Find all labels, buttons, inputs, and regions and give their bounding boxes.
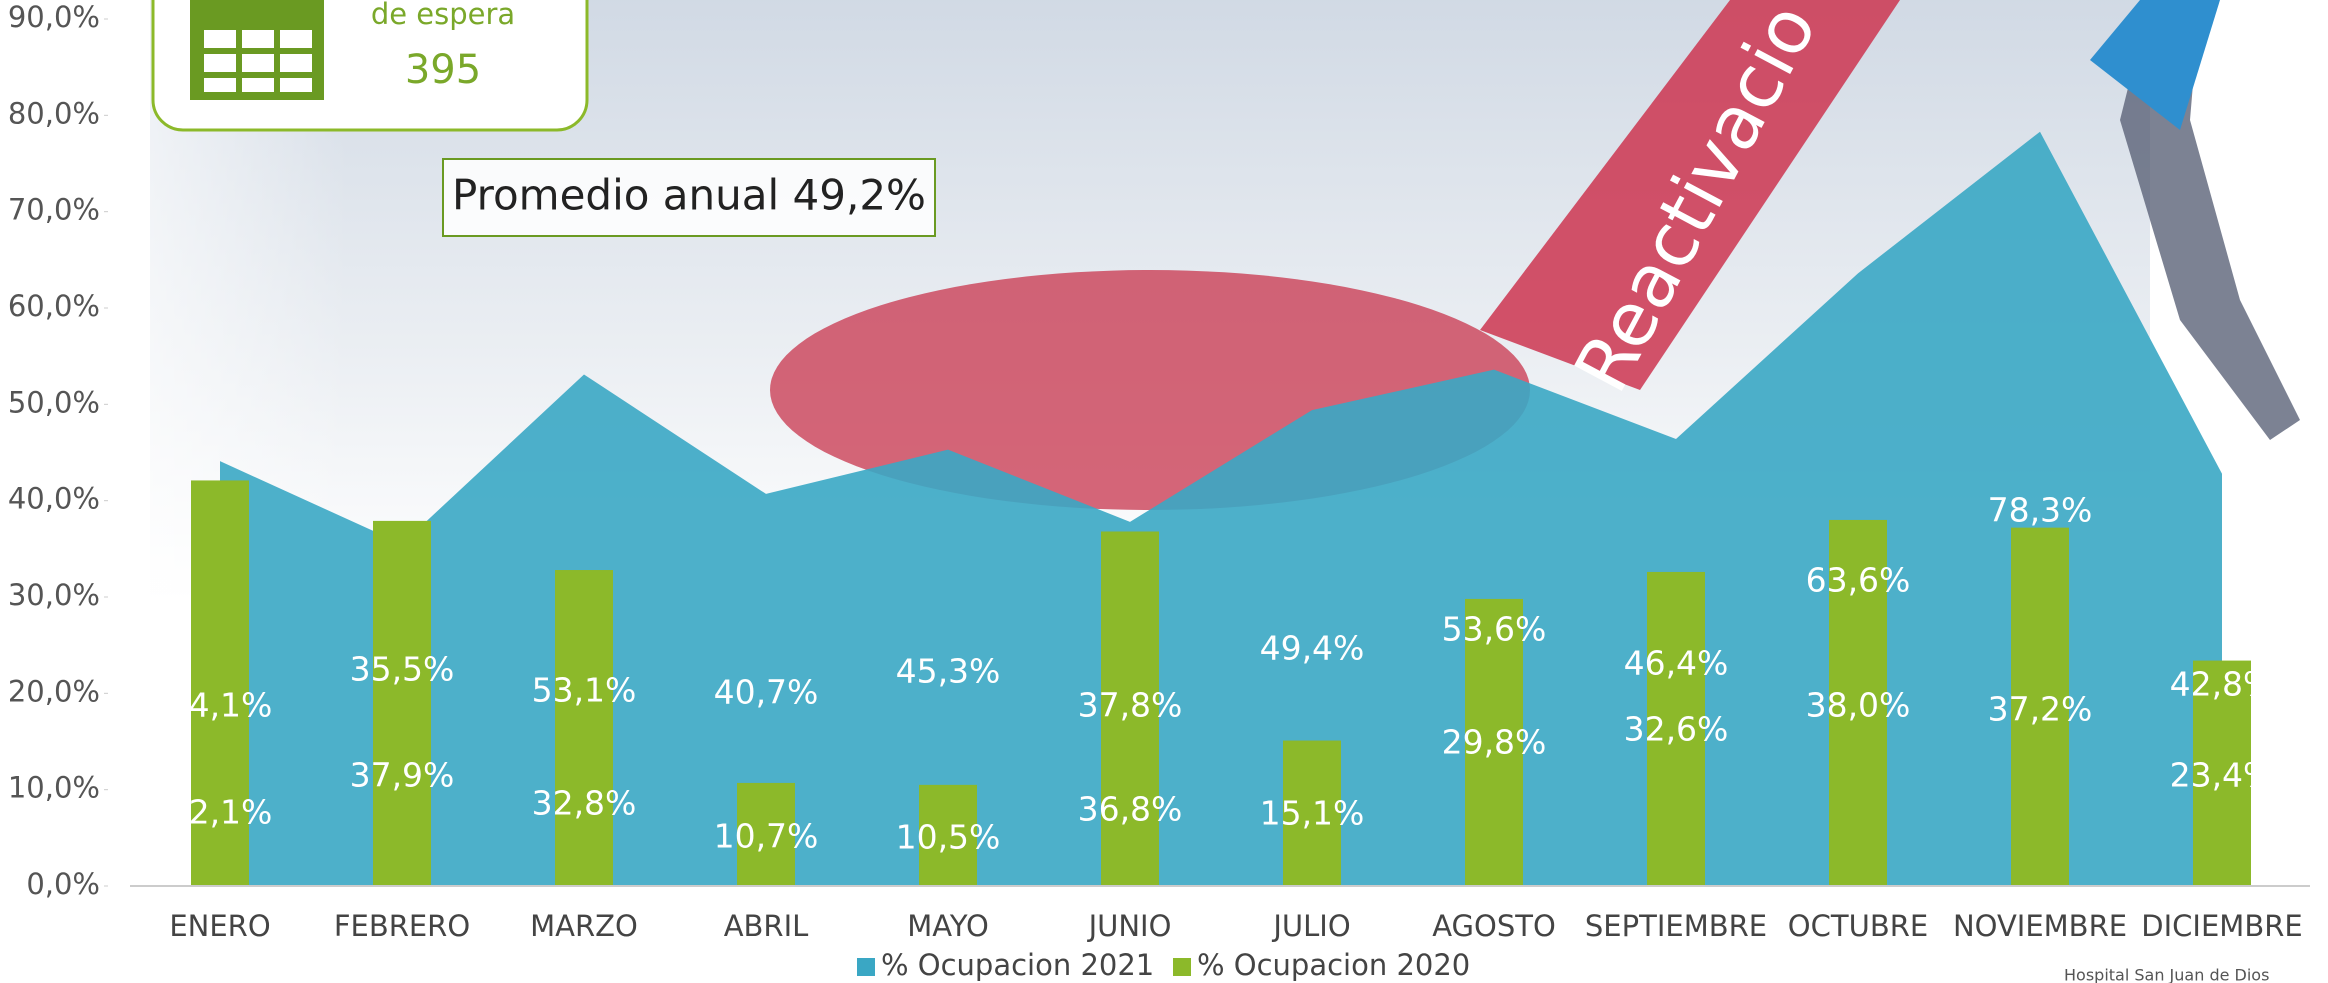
data-label: 42,8% bbox=[2170, 665, 2275, 704]
legend-swatch bbox=[857, 958, 875, 976]
data-label: 29,8% bbox=[1442, 723, 1547, 762]
x-tick-label: NOVIEMBRE bbox=[1953, 909, 2127, 943]
x-tick-label: AGOSTO bbox=[1432, 909, 1556, 943]
y-tick-label: 90,0% bbox=[8, 0, 100, 34]
x-tick-label: DICIEMBRE bbox=[2141, 909, 2302, 943]
waiting-value: 395 bbox=[405, 47, 481, 93]
x-tick-label: JUNIO bbox=[1087, 909, 1172, 943]
y-tick-label: 20,0% bbox=[8, 674, 100, 708]
legend-label: % Ocupacion 2021 bbox=[881, 948, 1154, 982]
data-label: 37,2% bbox=[1988, 690, 2093, 729]
data-label: 45,3% bbox=[896, 652, 1001, 691]
data-label: 53,1% bbox=[532, 671, 637, 710]
legend-swatch bbox=[1173, 958, 1191, 976]
x-tick-label: ENERO bbox=[169, 909, 270, 943]
data-label: 15,1% bbox=[1260, 794, 1365, 833]
data-label: 53,6% bbox=[1442, 610, 1547, 649]
y-tick-label: 0,0% bbox=[26, 867, 100, 901]
x-tick-label: SEPTIEMBRE bbox=[1585, 909, 1767, 943]
chart: Reactivacio 0,0%10,0%20,0%30,0%40,0%50,0… bbox=[0, 0, 2328, 983]
y-tick-label: 80,0% bbox=[8, 96, 100, 130]
data-label: 10,5% bbox=[896, 818, 1001, 857]
data-label: 78,3% bbox=[1988, 491, 2093, 530]
data-label: 37,9% bbox=[350, 756, 455, 795]
bar bbox=[555, 570, 613, 886]
x-tick-label: OCTUBRE bbox=[1788, 909, 1928, 943]
x-tick-label: MARZO bbox=[530, 909, 638, 943]
bar bbox=[373, 521, 431, 886]
data-label: 46,4% bbox=[1624, 644, 1729, 683]
data-label: 32,6% bbox=[1624, 710, 1729, 749]
data-label: 44,1% bbox=[168, 686, 273, 725]
data-label: 32,8% bbox=[532, 784, 637, 823]
legend-label: % Ocupacion 2020 bbox=[1197, 948, 1470, 982]
waiting-label: de espera bbox=[371, 0, 515, 31]
footer-text: Hospital San Juan de Dios bbox=[2064, 966, 2269, 983]
data-label: 35,5% bbox=[350, 650, 455, 689]
data-label: 49,4% bbox=[1260, 629, 1365, 668]
data-label: 38,0% bbox=[1806, 686, 1911, 725]
y-tick-label: 50,0% bbox=[8, 385, 100, 419]
data-label: 42,1% bbox=[168, 793, 273, 832]
x-tick-label: ABRIL bbox=[724, 909, 809, 943]
data-label: 36,8% bbox=[1078, 790, 1183, 829]
y-tick-label: 40,0% bbox=[8, 482, 100, 516]
y-tick-label: 10,0% bbox=[8, 771, 100, 805]
data-label: 37,8% bbox=[1078, 686, 1183, 725]
x-tick-label: JULIO bbox=[1271, 909, 1350, 943]
data-label: 40,7% bbox=[714, 673, 819, 712]
data-label: 23,4% bbox=[2170, 756, 2275, 795]
average-text: Promedio anual 49,2% bbox=[452, 171, 926, 220]
y-tick-label: 70,0% bbox=[8, 193, 100, 227]
x-tick-label: MAYO bbox=[907, 909, 989, 943]
x-tick-label: FEBRERO bbox=[334, 909, 470, 943]
y-tick-label: 60,0% bbox=[8, 289, 100, 323]
data-label: 10,7% bbox=[714, 817, 819, 856]
calendar-icon bbox=[190, 0, 324, 100]
y-tick-label: 30,0% bbox=[8, 578, 100, 612]
data-label: 63,6% bbox=[1806, 561, 1911, 600]
